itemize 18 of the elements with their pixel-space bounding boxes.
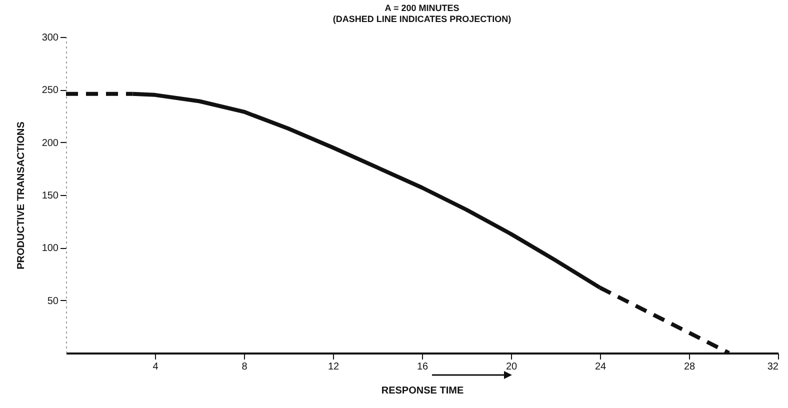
- x-tick-label: 12: [328, 362, 340, 372]
- x-tick-label: 16: [416, 362, 428, 372]
- y-tick-label: 150: [42, 190, 59, 202]
- y-tick-label: 100: [42, 243, 59, 254]
- y-tick-label: 300: [42, 32, 59, 44]
- y-axis-title: PRODUCTIVE TRANSACTIONS: [16, 121, 27, 270]
- y-tick-label: 50: [47, 296, 59, 307]
- chart-subtitle: (DASHED LINE INDICATES PROJECTION): [332, 14, 512, 24]
- x-tick-label: 20: [506, 362, 518, 372]
- x-tick-label: 28: [684, 362, 696, 372]
- x-tick-label: 32: [767, 362, 779, 372]
- x-tick-label: 24: [594, 362, 606, 372]
- y-tick-label: 250: [42, 85, 59, 96]
- x-tick-label: 8: [242, 362, 248, 372]
- x-axis-title: RESPONSE TIME: [381, 386, 464, 396]
- x-tick-label: 4: [152, 362, 159, 372]
- y-tick-label: 200: [42, 138, 59, 149]
- chart-title: A = 200 MINUTES: [384, 3, 460, 13]
